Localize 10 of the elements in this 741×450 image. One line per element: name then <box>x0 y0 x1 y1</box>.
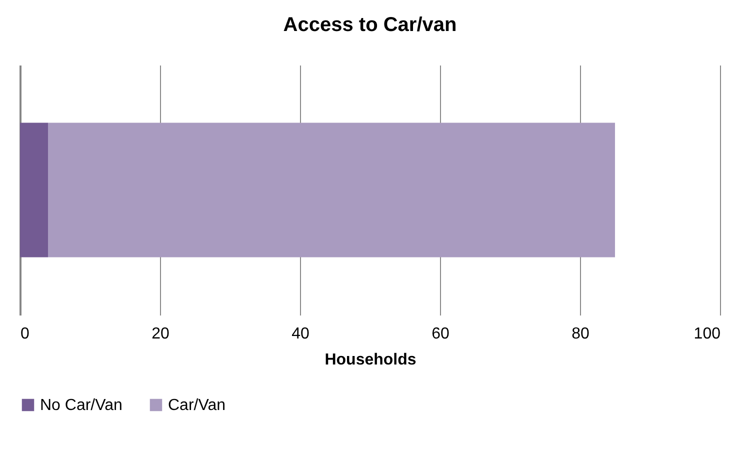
x-tick-label: 100 <box>694 326 721 342</box>
legend-label: No Car/Van <box>40 397 122 414</box>
x-axis-title: Households <box>324 352 416 368</box>
legend-label: Car/Van <box>168 397 226 414</box>
x-tick-label: 40 <box>292 326 310 342</box>
x-tick-label: 20 <box>152 326 170 342</box>
chart-title: Access to Car/van <box>283 14 457 36</box>
x-tick-label: 60 <box>432 326 450 342</box>
x-tick-label: 0 <box>20 326 30 342</box>
x-tick-label: 80 <box>572 326 590 342</box>
